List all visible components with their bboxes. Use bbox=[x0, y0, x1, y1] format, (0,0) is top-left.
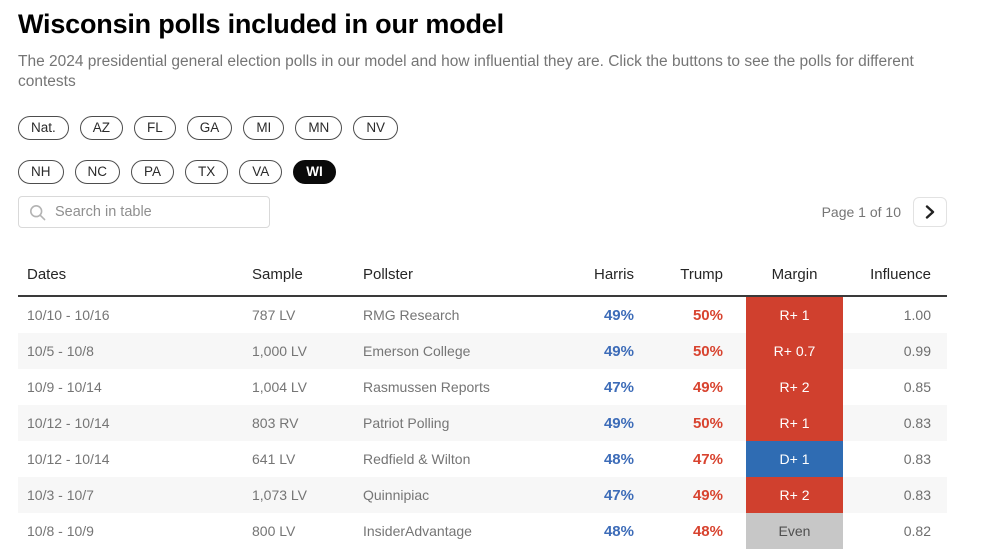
cell-sample: 803 RV bbox=[252, 415, 299, 431]
table-row: 10/12 - 10/14 803 RV Patriot Polling 49% 50%… bbox=[18, 405, 947, 441]
cell-dates: 10/9 - 10/14 bbox=[27, 379, 102, 395]
cell-pollster: Quinnipiac bbox=[363, 487, 430, 503]
cell-pollster: RMG Research bbox=[363, 307, 460, 323]
cell-margin: R+ 1 bbox=[723, 296, 843, 333]
table-toolbar: Page 1 of 10 bbox=[18, 196, 947, 228]
column-header-margin: Margin bbox=[723, 252, 843, 297]
table-row: 10/8 - 10/9 800 LV InsiderAdvantage 48% 48% E… bbox=[18, 513, 947, 549]
cell-trump: 47% bbox=[692, 450, 723, 468]
filter-button-va[interactable]: VA bbox=[239, 160, 283, 184]
cell-margin: R+ 2 bbox=[723, 477, 843, 513]
column-header-trump: Trump bbox=[634, 252, 723, 297]
cell-dates: 10/3 - 10/7 bbox=[27, 487, 94, 503]
cell-influence: 0.85 bbox=[903, 379, 931, 395]
cell-harris: 47% bbox=[603, 378, 634, 396]
cell-influence: 0.83 bbox=[903, 451, 931, 467]
cell-pollster: Rasmussen Reports bbox=[363, 379, 490, 395]
table-body: 10/10 - 10/16 787 LV RMG Research 49% 50% R+ … bbox=[18, 296, 947, 549]
cell-trump: 48% bbox=[692, 522, 723, 540]
column-header-pollster: Pollster bbox=[363, 252, 538, 297]
cell-dates: 10/8 - 10/9 bbox=[27, 523, 94, 539]
cell-sample: 800 LV bbox=[252, 523, 296, 539]
filter-button-nv[interactable]: NV bbox=[353, 116, 399, 140]
filter-button-mn[interactable]: MN bbox=[295, 116, 343, 140]
cell-harris: 47% bbox=[603, 486, 634, 504]
cell-influence: 0.99 bbox=[903, 343, 931, 359]
column-header-sample: Sample bbox=[252, 252, 363, 297]
cell-dates: 10/12 - 10/14 bbox=[27, 451, 110, 467]
cell-harris: 48% bbox=[603, 450, 634, 468]
cell-dates: 10/5 - 10/8 bbox=[27, 343, 94, 359]
filter-button-nh[interactable]: NH bbox=[18, 160, 64, 184]
cell-margin: D+ 1 bbox=[723, 441, 843, 477]
cell-dates: 10/10 - 10/16 bbox=[27, 307, 110, 323]
search-icon bbox=[29, 204, 46, 220]
filter-row-2: NH NC PA TX VA WI bbox=[18, 160, 1000, 184]
next-page-button[interactable] bbox=[913, 197, 947, 227]
column-header-influence: Influence bbox=[843, 252, 947, 297]
cell-margin: R+ 2 bbox=[723, 369, 843, 405]
table-header-row: Dates Sample Pollster Harris Trump Margi… bbox=[18, 252, 947, 297]
cell-sample: 1,000 LV bbox=[252, 343, 308, 359]
column-header-harris: Harris bbox=[538, 252, 634, 297]
cell-influence: 0.83 bbox=[903, 415, 931, 431]
cell-pollster: Redfield & Wilton bbox=[363, 451, 471, 467]
filter-button-fl[interactable]: FL bbox=[134, 116, 176, 140]
filter-button-nc[interactable]: NC bbox=[74, 160, 120, 184]
filter-button-pa[interactable]: PA bbox=[131, 160, 175, 184]
cell-trump: 49% bbox=[692, 378, 723, 396]
cell-harris: 49% bbox=[603, 342, 634, 360]
margin-badge: R+ 1 bbox=[746, 405, 843, 441]
page-indicator: Page 1 of 10 bbox=[821, 204, 901, 220]
column-header-dates: Dates bbox=[18, 252, 252, 297]
table-row: 10/9 - 10/14 1,004 LV Rasmussen Reports 47%… bbox=[18, 369, 947, 405]
filter-button-nat[interactable]: Nat. bbox=[18, 116, 69, 140]
cell-influence: 1.00 bbox=[903, 307, 931, 323]
cell-dates: 10/12 - 10/14 bbox=[27, 415, 110, 431]
page-subtitle: The 2024 presidential general election p… bbox=[18, 53, 914, 90]
cell-margin: R+ 0.7 bbox=[723, 333, 843, 369]
cell-trump: 50% bbox=[692, 342, 723, 360]
cell-harris: 48% bbox=[603, 522, 634, 540]
table-row: 10/3 - 10/7 1,073 LV Quinnipiac 47% 49% R+ 2 0… bbox=[18, 477, 947, 513]
filter-button-mi[interactable]: MI bbox=[243, 116, 285, 140]
table-row: 10/5 - 10/8 1,000 LV Emerson College 49% 50%… bbox=[18, 333, 947, 369]
page-title: Wisconsin polls included in our model bbox=[18, 9, 504, 39]
margin-badge: R+ 2 bbox=[746, 369, 843, 405]
cell-sample: 1,073 LV bbox=[252, 487, 308, 503]
filter-button-wi[interactable]: WI bbox=[293, 160, 336, 184]
cell-sample: 1,004 LV bbox=[252, 379, 308, 395]
cell-margin: Even bbox=[723, 513, 843, 549]
cell-trump: 50% bbox=[692, 306, 723, 324]
cell-influence: 0.82 bbox=[903, 523, 931, 539]
margin-badge: Even bbox=[746, 513, 843, 549]
pagination: Page 1 of 10 bbox=[822, 197, 947, 227]
margin-badge: D+ 1 bbox=[746, 441, 843, 477]
cell-pollster: InsiderAdvantage bbox=[363, 523, 472, 539]
cell-trump: 50% bbox=[692, 414, 723, 432]
table-row: 10/12 - 10/14 641 LV Redfield & Wilton 48% 4… bbox=[18, 441, 947, 477]
filter-button-ga[interactable]: GA bbox=[186, 116, 233, 140]
cell-harris: 49% bbox=[603, 414, 634, 432]
filter-row-1: Nat. AZ FL GA MI MN NV bbox=[18, 116, 1000, 140]
cell-influence: 0.83 bbox=[903, 487, 931, 503]
table-row: 10/10 - 10/16 787 LV RMG Research 49% 50% R+ … bbox=[18, 296, 947, 333]
margin-badge: R+ 1 bbox=[746, 297, 843, 333]
margin-badge: R+ 2 bbox=[746, 477, 843, 513]
cell-sample: 641 LV bbox=[252, 451, 296, 467]
cell-margin: R+ 1 bbox=[723, 405, 843, 441]
polls-table: Dates Sample Pollster Harris Trump Margi… bbox=[18, 252, 947, 549]
filter-button-tx[interactable]: TX bbox=[185, 160, 229, 184]
cell-pollster: Emerson College bbox=[363, 343, 471, 359]
cell-trump: 49% bbox=[692, 486, 723, 504]
search-input[interactable] bbox=[55, 204, 261, 220]
cell-sample: 787 LV bbox=[252, 307, 296, 323]
chevron-right-icon bbox=[925, 205, 935, 219]
margin-badge: R+ 0.7 bbox=[746, 333, 843, 369]
filter-button-az[interactable]: AZ bbox=[79, 116, 124, 140]
cell-pollster: Patriot Polling bbox=[363, 415, 450, 431]
cell-harris: 49% bbox=[603, 306, 634, 324]
search-box[interactable] bbox=[18, 196, 270, 228]
